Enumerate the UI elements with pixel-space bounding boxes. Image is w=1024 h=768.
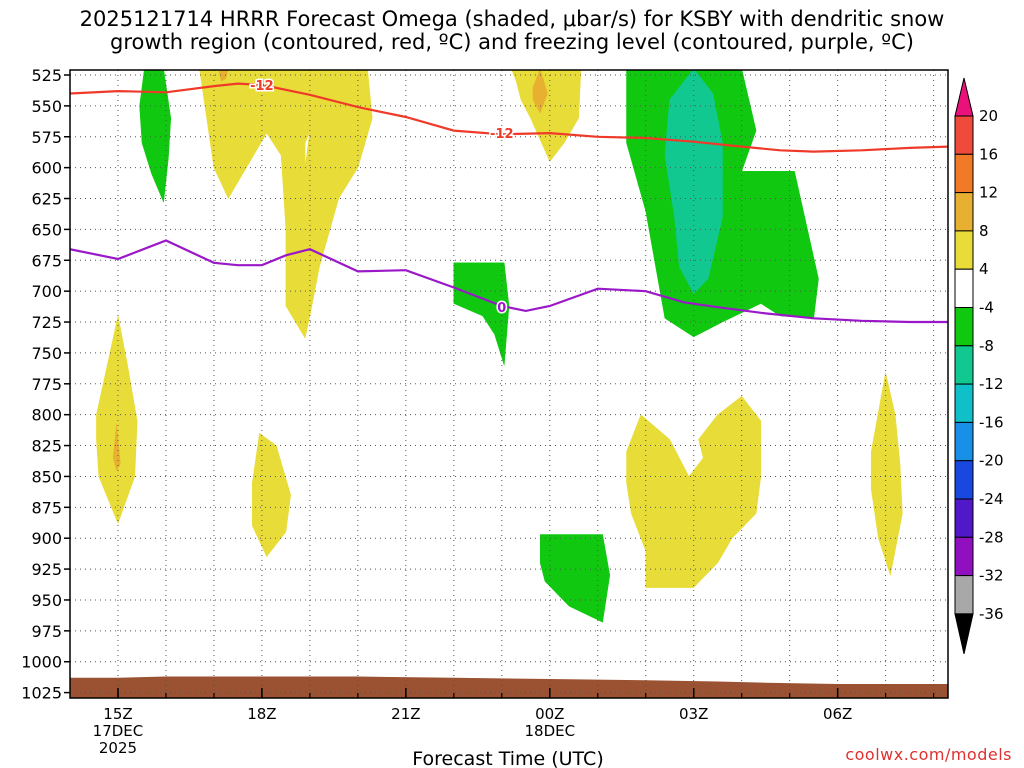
- colorbar-label: -28: [979, 528, 1004, 546]
- plot-frame: [69, 69, 949, 699]
- isotherm-line-1: [70, 239, 948, 324]
- colorbar-segment: [954, 498, 974, 538]
- colorbar-segment: [954, 536, 974, 577]
- colorbar-segment: [954, 115, 974, 155]
- chart-title: 2025121714 HRRR Forecast Omega (shaded, …: [0, 8, 1024, 54]
- colorbar-label: -12: [979, 375, 1004, 393]
- colorbar-segment: [954, 421, 974, 462]
- colorbar-label: -32: [979, 567, 1004, 585]
- colorbar-top-arrow: [954, 77, 974, 117]
- x-tick-label: 03Z: [679, 705, 708, 723]
- svg-text:-12: -12: [490, 127, 514, 142]
- colorbar-segment: [954, 192, 974, 232]
- colorbar-segment: [954, 383, 974, 423]
- x-tick-label: 00Z: [535, 705, 564, 723]
- y-tick-label: 725: [31, 313, 62, 332]
- colorbar-label: -16: [979, 413, 1004, 431]
- x-tick-label: 21Z: [391, 705, 420, 723]
- x-tick-label: 06Z: [823, 705, 852, 723]
- x-tick-label: 15Z: [103, 705, 132, 723]
- plot-border: [69, 69, 949, 699]
- colorbar-segment: [954, 460, 974, 500]
- y-tick-label: 800: [31, 406, 62, 425]
- x-tick-label: 18Z: [247, 705, 276, 723]
- colorbar-label: -8: [979, 337, 994, 355]
- y-tick-label: 625: [31, 190, 62, 209]
- y-tick-label: 775: [31, 375, 62, 394]
- colorbar-segment: [954, 345, 974, 385]
- x-tick-date: 17DEC: [93, 722, 144, 740]
- contour-label-0: -12: [249, 77, 276, 95]
- omega-region-2-5: [626, 395, 762, 588]
- colorbar-segment: [954, 575, 974, 615]
- y-tick-label: 925: [31, 560, 62, 579]
- y-tick-label: 525: [31, 66, 62, 85]
- y-tick-label: 950: [31, 591, 62, 610]
- colorbar-label: 16: [979, 145, 998, 163]
- isotherm-contours: -12 -12 0: [70, 77, 948, 324]
- y-tick-label: 750: [31, 344, 62, 363]
- omega-region-2-3: [96, 315, 138, 525]
- y-tick-label: 550: [31, 97, 62, 116]
- colorbar-label: 12: [979, 184, 998, 202]
- omega-region-2-6: [870, 372, 903, 576]
- colorbar-segment: [954, 307, 974, 347]
- x-tick-year: 2025: [99, 739, 137, 757]
- omega-region-2-1: [304, 70, 373, 339]
- colorbar-label: 8: [979, 222, 989, 240]
- colorbar-label: -20: [979, 452, 1004, 470]
- omega-region-2-4: [252, 432, 291, 558]
- svg-text:0: 0: [497, 301, 506, 316]
- omega-region-2-2: [511, 70, 582, 162]
- colorbar-label: -36: [979, 605, 1004, 623]
- credit-text: coolwx.com/models: [845, 745, 1012, 764]
- grid-lines: [70, 70, 948, 698]
- y-tick-label: 675: [31, 251, 62, 270]
- y-tick-label: 825: [31, 437, 62, 456]
- y-tick-label: 900: [31, 529, 62, 548]
- y-tick-label: 1000: [21, 653, 62, 672]
- colorbar-label: -24: [979, 490, 1004, 508]
- colorbar-segment: [954, 268, 974, 309]
- title-line-2: growth region (contoured, red, ºC) and f…: [110, 30, 914, 54]
- y-tick-label: 650: [31, 220, 62, 239]
- colorbar-label: 4: [979, 260, 989, 278]
- contour-label-2: 0: [496, 300, 508, 318]
- omega-region-3-1: [112, 424, 121, 471]
- y-tick-label: 575: [31, 128, 62, 147]
- axes: 525 550 575 600 625 650 675 700 725 750 775 800 825 8…: [21, 66, 935, 757]
- y-tick-label: 850: [31, 467, 62, 486]
- omega-region-0-1: [453, 262, 510, 366]
- contour-label-1: -12: [489, 126, 516, 144]
- y-tick-label: 875: [31, 498, 62, 517]
- colorbar: 20 16 12 8 4 -4 -8 -12 -16 -20 -24 -28 -32 -36: [954, 77, 1004, 655]
- omega-region-3-0: [532, 70, 548, 114]
- colorbar-label: 20: [979, 107, 998, 125]
- colorbar-bottom-arrow: [954, 613, 974, 655]
- omega-region-3-2: [218, 70, 229, 82]
- y-tick-label: 1025: [21, 684, 62, 703]
- y-tick-label: 975: [31, 622, 62, 641]
- title-line-1: 2025121714 HRRR Forecast Omega (shaded, …: [79, 7, 945, 31]
- y-tick-label: 700: [31, 282, 62, 301]
- omega-region-1-0: [664, 70, 723, 295]
- colorbar-segment: [954, 230, 974, 270]
- y-tick-label: 600: [31, 159, 62, 178]
- omega-region-0-2: [539, 534, 611, 623]
- colorbar-label: -4: [979, 299, 994, 317]
- colorbar-segment: [954, 153, 974, 194]
- x-axis-label: Forecast Time (UTC): [412, 748, 603, 768]
- x-tick-date: 18DEC: [524, 722, 575, 740]
- svg-text:-12: -12: [250, 79, 274, 94]
- isotherm-line-0: [70, 82, 948, 153]
- terrain-surface: [70, 676, 948, 698]
- omega-shading-layer: [70, 70, 948, 698]
